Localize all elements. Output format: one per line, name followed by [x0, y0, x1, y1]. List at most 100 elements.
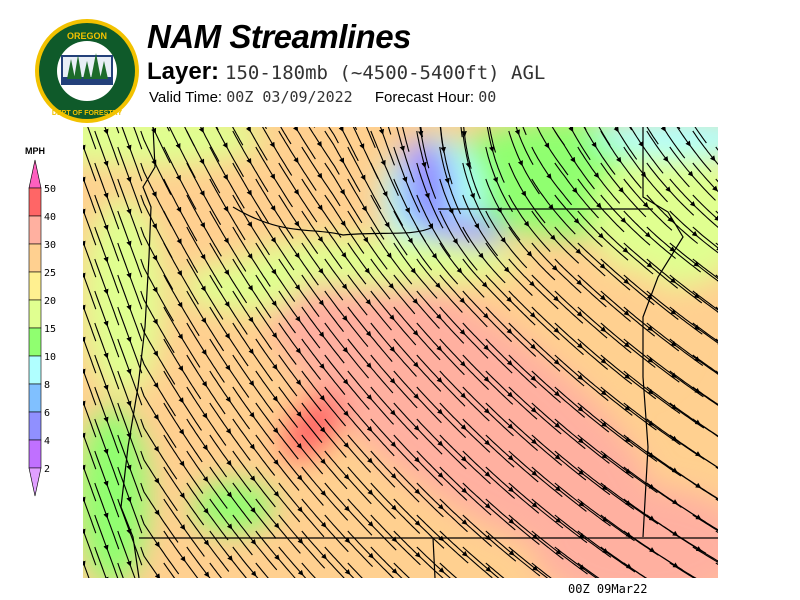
- streamline: [272, 145, 293, 176]
- streamline: [393, 274, 419, 305]
- streamline: [94, 514, 109, 551]
- streamline: [94, 226, 109, 263]
- streamline: [485, 338, 513, 366]
- streamline: [249, 161, 269, 193]
- streamline: [439, 348, 465, 376]
- streamline: [416, 365, 442, 392]
- streamline: [383, 163, 399, 196]
- streamline: [232, 386, 255, 419]
- streamline: [301, 530, 327, 560]
- streamline: [646, 162, 671, 193]
- streamline: [547, 146, 569, 176]
- streamline: [464, 491, 492, 516]
- streamline: [157, 544, 180, 575]
- streamline: [393, 210, 413, 244]
- streamline: [603, 298, 631, 322]
- streamline: [94, 546, 109, 578]
- streamline: [669, 146, 694, 177]
- streamline: [94, 322, 109, 359]
- streamline: [209, 402, 232, 435]
- streamline: [181, 400, 202, 431]
- streamline: [416, 322, 443, 352]
- streamline: [597, 175, 621, 204]
- streamline: [232, 258, 253, 292]
- streamline: [604, 456, 634, 479]
- streamline: [577, 370, 607, 396]
- streamline: [416, 396, 442, 424]
- streamline: [232, 290, 254, 323]
- streamline: [106, 131, 120, 166]
- streamline: [94, 130, 109, 167]
- streamline: [646, 322, 677, 347]
- streamline: [249, 193, 270, 224]
- streamline: [209, 466, 233, 498]
- streamline: [301, 562, 316, 578]
- streamline: [580, 346, 609, 370]
- streamline: [486, 316, 512, 343]
- streamline: [106, 195, 120, 230]
- streamline: [129, 403, 143, 438]
- streamline: [301, 274, 324, 306]
- streamline: [255, 530, 280, 561]
- streamline: [179, 178, 197, 210]
- streamline: [205, 384, 226, 415]
- streamline: [554, 226, 582, 255]
- streamline: [183, 559, 199, 578]
- streamline: [420, 133, 430, 169]
- streamline: [531, 370, 560, 397]
- streamline: [535, 568, 549, 578]
- layer-info: Layer: 150-180mb (~4500-5400ft) AGL: [147, 58, 545, 86]
- streamline: [341, 129, 359, 162]
- streamline: [462, 450, 491, 477]
- streamline: [324, 258, 348, 290]
- streamline: [416, 450, 444, 478]
- streamline: [117, 178, 132, 215]
- streamline: [488, 506, 516, 531]
- streamline: [691, 174, 716, 201]
- streamline: [531, 210, 556, 241]
- streamline: [440, 380, 466, 407]
- streamline: [324, 130, 345, 164]
- streamline: [439, 210, 458, 245]
- streamline: [106, 515, 120, 550]
- streamline: [646, 258, 677, 284]
- streamline: [117, 274, 132, 311]
- streamline: [346, 413, 371, 442]
- streamline: [582, 536, 612, 558]
- streamline: [83, 243, 97, 278]
- streamline: [163, 434, 185, 467]
- forecast-hour-label: Forecast Hour:: [374, 89, 475, 106]
- streamline: [393, 306, 419, 336]
- streamline: [623, 146, 647, 178]
- streamline-map: [83, 127, 718, 578]
- streamline: [461, 127, 467, 137]
- streamline: [554, 194, 580, 224]
- streamline: [117, 434, 132, 471]
- streamline: [347, 242, 370, 274]
- streamline: [278, 322, 301, 354]
- streamline: [249, 129, 268, 161]
- streamline: [322, 335, 345, 364]
- streamline: [439, 530, 468, 557]
- streamline: [186, 354, 208, 388]
- streamline: [440, 127, 446, 153]
- streamline: [157, 481, 178, 512]
- streamline: [462, 300, 488, 328]
- streamline: [481, 256, 506, 284]
- streamline: [129, 531, 143, 566]
- streamline: [577, 210, 604, 239]
- streamline: [554, 482, 585, 507]
- streamline: [460, 271, 485, 298]
- streamline: [252, 447, 276, 476]
- streamline: [156, 354, 176, 385]
- streamline: [168, 127, 181, 150]
- streamline: [688, 144, 712, 173]
- streamline: [535, 537, 564, 560]
- streamline: [301, 146, 323, 179]
- streamline: [232, 226, 253, 260]
- streamline: [308, 127, 322, 148]
- streamline: [347, 338, 372, 369]
- streamline: [322, 366, 346, 395]
- streamline: [455, 241, 478, 271]
- streamline: [278, 162, 300, 196]
